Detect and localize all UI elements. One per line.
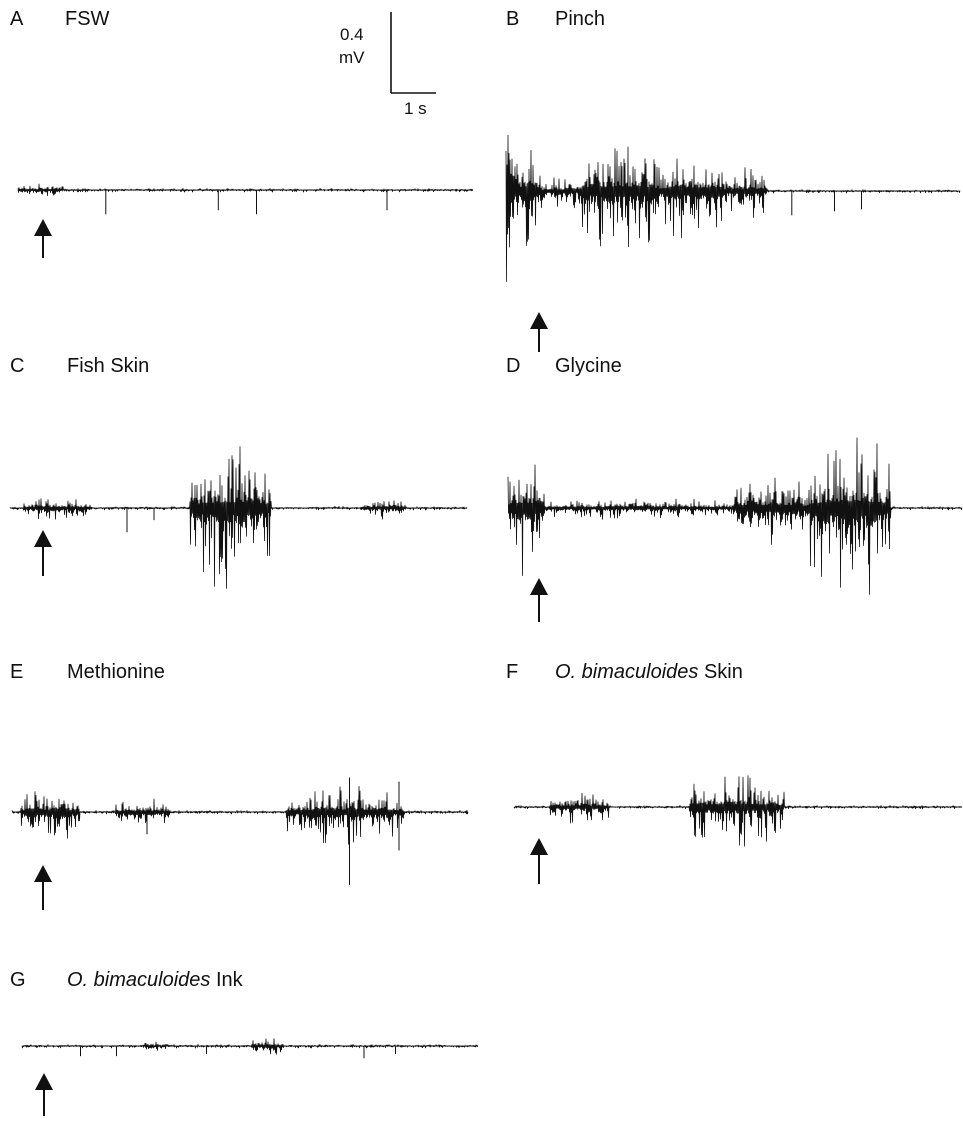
- trace-panel-b: [505, 134, 961, 282]
- arrow-up-icon: [530, 578, 548, 622]
- panel-g-title-italic: O. bimaculoides: [67, 969, 211, 991]
- scale-bar-amplitude-unit: mV: [339, 48, 365, 67]
- scale-bar-amplitude-value: 0.4: [340, 25, 364, 44]
- panel-d-letter: D: [506, 355, 521, 377]
- trace-panel-c: [9, 446, 468, 589]
- panel-e-title: Methionine: [67, 662, 165, 682]
- arrow-up-icon: [35, 1073, 53, 1116]
- trace-panel-g: [21, 1038, 479, 1055]
- arrow-up-icon: [530, 312, 548, 352]
- arrow-up-icon: [34, 219, 52, 258]
- trace-panel-e: [11, 785, 469, 845]
- panel-b-title: Pinch: [555, 9, 605, 29]
- trace-panel-a: [17, 183, 474, 196]
- arrow-head-panel-d: [530, 578, 548, 595]
- panel-e-letter: E: [10, 661, 24, 683]
- panel-g-letter: G: [10, 969, 26, 991]
- arrow-up-icon: [34, 530, 52, 576]
- panel-d-title: Glycine: [555, 356, 622, 376]
- arrow-head-panel-e: [34, 865, 52, 882]
- panel-d-title-text: Glycine: [555, 355, 622, 377]
- arrow-up-icon: [530, 838, 548, 884]
- panel-b-title-text: Pinch: [555, 8, 606, 30]
- arrow-up-icon: [34, 865, 52, 910]
- panel-b-letter: B: [506, 8, 520, 30]
- panel-f-title-italic: O. bimaculoides: [555, 661, 699, 683]
- panel-a-title: FSW: [65, 9, 109, 29]
- scale-bar-time-label: 1 s: [404, 99, 427, 118]
- scale-bar: [390, 12, 436, 94]
- arrow-head-panel-c: [34, 530, 52, 547]
- panel-c-title: Fish Skin: [67, 356, 149, 376]
- arrow-head-panel-g: [35, 1073, 53, 1090]
- panel-e-title-text: Methionine: [67, 661, 165, 683]
- trace-panel-f: [513, 775, 963, 847]
- arrow-head-panel-a: [34, 219, 52, 236]
- panel-a-title-text: FSW: [65, 8, 110, 30]
- panel-f-letter: F: [506, 661, 519, 683]
- trace-panel-d: [507, 437, 963, 595]
- panel-a-letter: A: [10, 8, 24, 30]
- panel-g-title-text: Ink: [210, 969, 243, 991]
- panel-f-title-text: Skin: [698, 661, 743, 683]
- panel-g-title: O. bimaculoides Ink: [67, 970, 243, 990]
- panel-c-title-text: Fish Skin: [67, 355, 150, 377]
- arrow-head-panel-b: [530, 312, 548, 329]
- arrow-head-panel-f: [530, 838, 548, 855]
- panel-f-title: O. bimaculoides Skin: [555, 662, 743, 682]
- panel-c-letter: C: [10, 355, 25, 377]
